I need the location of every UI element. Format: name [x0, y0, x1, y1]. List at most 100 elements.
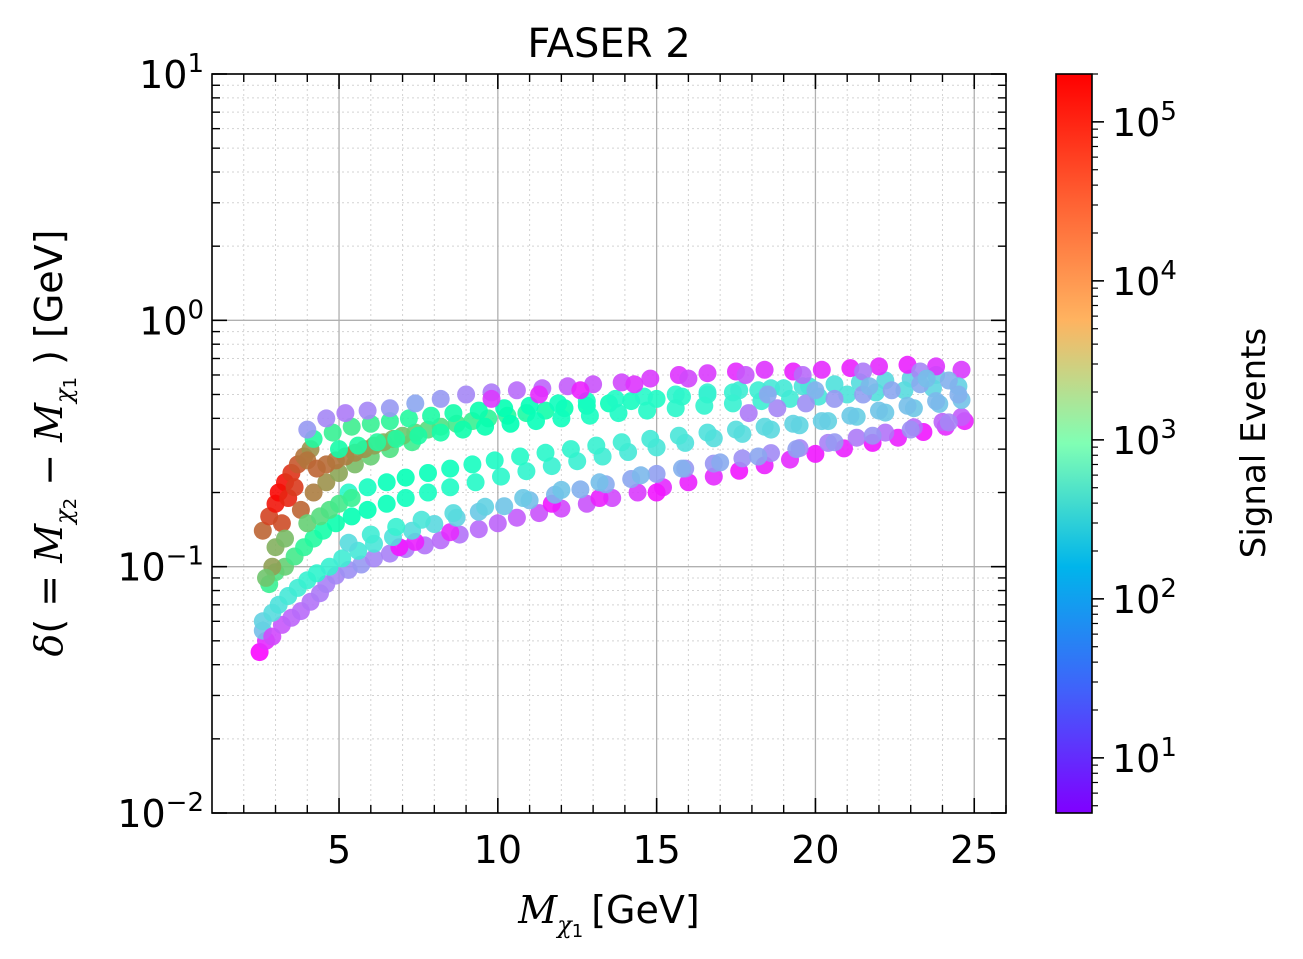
x-tick-label: 5: [327, 828, 351, 872]
y-tick-label-exp: 1: [187, 49, 204, 79]
scatter-point: [679, 369, 698, 388]
y-tick-label-exp: −1: [166, 542, 204, 572]
y-tick-label-base: 10: [117, 546, 165, 590]
scatter-point: [495, 399, 514, 418]
scatter-point: [634, 387, 653, 406]
x-axis-title: Mχ1 [GeV]: [517, 888, 699, 942]
scatter-point: [749, 447, 768, 466]
scatter-point: [253, 521, 272, 540]
scatter-point: [527, 412, 545, 431]
scatter-point: [723, 394, 742, 413]
scatter-point: [812, 412, 831, 431]
scatter-point: [796, 394, 815, 413]
colorbar-tick-label-exp: 4: [1160, 256, 1177, 286]
colorbar-title: Signal Events: [1234, 328, 1274, 558]
scatter-point: [882, 381, 901, 400]
colorbar-tick-label: 103: [1112, 415, 1177, 463]
scatter-point: [590, 489, 609, 507]
scatter-point: [358, 500, 377, 519]
scatter-point: [511, 447, 530, 466]
scatter-point: [495, 497, 514, 516]
scatter-point: [806, 381, 825, 400]
scatter-point: [396, 468, 415, 487]
scatter-point: [638, 401, 657, 420]
scatter-point: [409, 426, 428, 445]
scatter-point: [812, 360, 831, 379]
scatter-point: [552, 480, 571, 499]
scatter-point: [587, 436, 606, 455]
x-tick-label: 25: [950, 828, 998, 872]
scatter-point: [377, 494, 396, 513]
scatter-point: [365, 549, 383, 568]
scatter-point: [380, 399, 399, 418]
scatter-point: [358, 478, 377, 497]
scatter-point: [768, 399, 787, 418]
scatter-point: [336, 404, 355, 423]
y-tick-label: 101: [139, 49, 204, 97]
scatter-point: [758, 385, 777, 404]
scatter-point: [609, 404, 628, 423]
scatter-point: [501, 414, 520, 433]
scatter-point: [552, 409, 571, 428]
scatter-point: [530, 385, 549, 404]
x-tick-label: 10: [474, 828, 522, 872]
scatter-point: [571, 381, 590, 400]
scatter-point: [358, 401, 377, 420]
scatter-point: [276, 529, 294, 548]
colorbar-tick-label-exp: 5: [1160, 97, 1177, 127]
scatter-point: [628, 483, 647, 502]
scatter-point: [641, 429, 660, 448]
scatter-point: [755, 417, 774, 436]
scatter-point: [781, 389, 799, 408]
y-axis-subsub2: 2: [60, 498, 81, 509]
scatter-point: [342, 417, 361, 436]
x-tick-label: 15: [632, 828, 680, 872]
scatter-point: [466, 473, 485, 492]
scatter-point: [463, 455, 482, 474]
scatter-point: [549, 394, 568, 413]
colorbar-tick-label-exp: 3: [1160, 415, 1177, 445]
scatter-point: [698, 423, 717, 442]
scatter-point: [422, 406, 441, 425]
y-tick-label: 10−2: [117, 788, 204, 836]
scatter-point: [793, 366, 812, 384]
scatter-point: [641, 369, 660, 388]
scatter-point: [304, 483, 323, 502]
scatter-point: [631, 466, 650, 485]
scatter-point: [342, 507, 361, 526]
scatter-point: [317, 409, 336, 428]
scatter-point: [368, 433, 387, 452]
scatter-point: [257, 568, 275, 587]
scatter-point: [860, 377, 879, 396]
y-axis-open: ( =: [27, 563, 71, 634]
scatter-point: [755, 360, 774, 379]
scatter-point: [396, 489, 415, 507]
scatter-point: [927, 392, 946, 411]
scatter-point: [603, 489, 622, 507]
scatter-point: [625, 375, 644, 394]
scatter-point: [679, 473, 698, 492]
scatter-point: [469, 401, 488, 420]
scatter-point: [485, 451, 504, 470]
scatter-point: [727, 420, 745, 439]
y-axis-m1: M: [27, 402, 71, 443]
scatter-point: [825, 433, 844, 452]
scatter-point: [406, 394, 425, 413]
scatter-point: [561, 440, 580, 459]
scatter-point: [387, 517, 406, 536]
colorbar-tick-label: 105: [1112, 97, 1177, 145]
scatter-point: [517, 462, 536, 481]
scatter-point: [939, 371, 958, 390]
colorbar-tick-label: 102: [1112, 574, 1177, 622]
scatter-point: [711, 453, 730, 472]
colorbar-tick-label-base: 10: [1112, 260, 1160, 304]
y-axis-subsub1: 1: [60, 377, 81, 388]
scatter-point: [441, 459, 460, 478]
scatter-point: [399, 409, 418, 428]
scatter-point: [272, 514, 291, 533]
scatter-point: [507, 508, 526, 527]
scatter-points: [250, 355, 974, 662]
scatter-point: [571, 480, 590, 499]
scatter-point: [444, 404, 463, 423]
